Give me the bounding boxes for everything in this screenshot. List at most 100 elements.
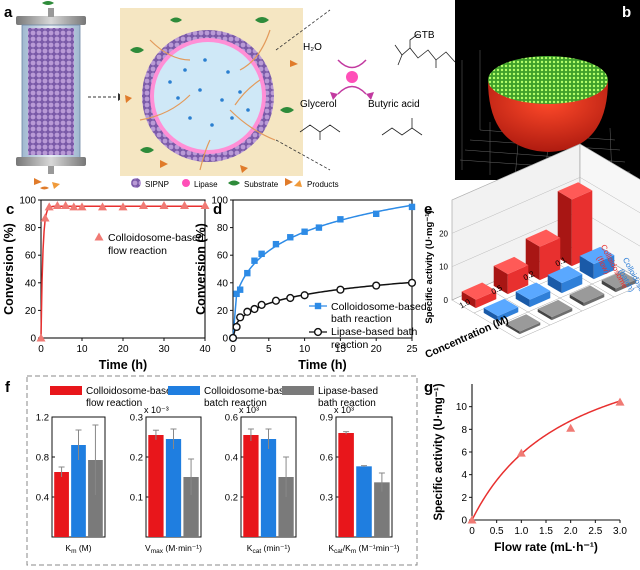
data-point [236, 286, 244, 293]
chart-c: 0 10 20 30 40 0 20 40 60 80 100 Time (h) Conversion … [2, 196, 211, 373]
glycerol-label: Glycerol [300, 99, 337, 110]
data-point [52, 201, 62, 210]
products-icon [285, 178, 293, 186]
y-tick-label: 0 [30, 334, 36, 345]
legend-text-line-1: Colloidosome-based [86, 386, 177, 397]
bar-top [537, 299, 573, 318]
y-tick-label: 0 [461, 516, 467, 527]
panel-f-letter: f [5, 379, 11, 396]
data-point [271, 296, 281, 305]
data-point [615, 397, 625, 406]
data-point [69, 202, 79, 211]
panel-d: d 0 5 10 15 20 25 0 20 40 60 80 100 Time (h) Conversi… [194, 196, 427, 373]
panel-c-letter: c [6, 201, 14, 218]
bar-front [615, 279, 637, 293]
bar [88, 460, 103, 537]
bar-side [525, 238, 540, 281]
bar [260, 439, 277, 537]
x-tick-label: 0 [469, 526, 475, 537]
hemisphere-top [488, 56, 608, 104]
legend-marker [313, 327, 323, 337]
data-point [251, 257, 258, 264]
bar-front [519, 322, 541, 335]
legend-text-line-1: Colloidosome-based [108, 232, 204, 244]
bar-front [529, 290, 551, 308]
plot-frame [40, 199, 206, 339]
y-tick-label: 40 [25, 278, 37, 289]
bar-side [557, 191, 572, 267]
bar [338, 433, 354, 537]
bar-front [507, 265, 529, 295]
data-point [301, 228, 308, 235]
y-tick-label: 80 [25, 223, 37, 234]
y-tick-label: 100 [19, 196, 36, 207]
data-point [286, 293, 295, 303]
y-tick-label: 60 [25, 251, 37, 262]
sipnp-icon [131, 178, 141, 188]
bar-top [515, 282, 551, 300]
data-point [372, 281, 381, 290]
x-tick-label: 10 [299, 344, 311, 355]
data-point [516, 448, 526, 457]
bar [183, 477, 199, 537]
bar-front [475, 290, 497, 309]
legend-text-line-2: bath reaction [331, 313, 392, 325]
label-subscript: cat [334, 548, 343, 555]
fit-curve [40, 205, 205, 339]
legend-text-line-2: batch reaction [204, 398, 267, 409]
x-axis-label: Concentration (M) [423, 314, 510, 361]
data-point [228, 333, 238, 343]
h2o-label: H₂O [303, 42, 322, 53]
bar-top [601, 271, 637, 289]
data-point [287, 234, 294, 241]
x-tick-label: 3.0 [613, 526, 627, 537]
data-point [373, 210, 380, 217]
x-tick-label: 30 [158, 344, 170, 355]
bar-top [579, 246, 615, 265]
gtb-structure [394, 33, 456, 68]
label-part: V [145, 543, 151, 553]
data-point [336, 285, 345, 294]
panel-g: g 0 0.5 1.0 1.5 2.0 2.5 3.0 0 2 4 6 8 10 Flow rate (m… [424, 379, 627, 554]
x-tick-label: 20 [117, 344, 129, 355]
legend-text-line-1: Colloidosome-based [204, 386, 295, 397]
data-point [61, 201, 71, 210]
legend-text-line-1: Lipase-based [318, 386, 378, 397]
bar-side [537, 308, 552, 321]
y-axis-label: Specific activity (U·mg⁻¹) [433, 383, 445, 520]
legend-substrate: Substrate [244, 180, 279, 189]
x-axis-label: Vmax (M·min⁻¹) [145, 543, 202, 555]
bar-side [493, 265, 508, 295]
glycerol-structure [299, 124, 341, 140]
data-point [40, 213, 50, 222]
bar [356, 466, 372, 537]
panel-a-legend: SIPNP Lipase Substrate Products [131, 178, 339, 189]
panel-c: c 0 10 20 30 40 0 20 40 60 80 100 Time (h) Conversio… [2, 196, 211, 373]
fit-curve [471, 400, 621, 521]
x-tick-label: 5 [266, 344, 272, 355]
bar-top [525, 229, 561, 247]
data-point [98, 202, 107, 211]
data-point [257, 300, 266, 309]
label-part: (M·min⁻¹) [163, 543, 202, 553]
substrate-icon [228, 180, 240, 186]
legend-text-line-2: reaction [331, 339, 369, 351]
bar [243, 435, 259, 537]
legend-text-line-1: Lipase-based bath [331, 326, 418, 338]
bar-front [561, 274, 583, 294]
label-part: (M) [76, 543, 91, 553]
data-point [44, 202, 54, 211]
y-tick-label: 10 [456, 402, 468, 413]
y-tick-label: 0.4 [225, 453, 238, 464]
bar [374, 482, 390, 537]
bar-front [571, 190, 593, 267]
legend-text-line-1: Colloidosome-based [331, 301, 427, 313]
panel-e-letter: e [424, 201, 432, 218]
exponent-label: x 10⁻³ [144, 405, 169, 415]
x-tick-label: 2.5 [588, 526, 602, 537]
floor-grid [451, 299, 519, 340]
data-point [467, 515, 477, 524]
